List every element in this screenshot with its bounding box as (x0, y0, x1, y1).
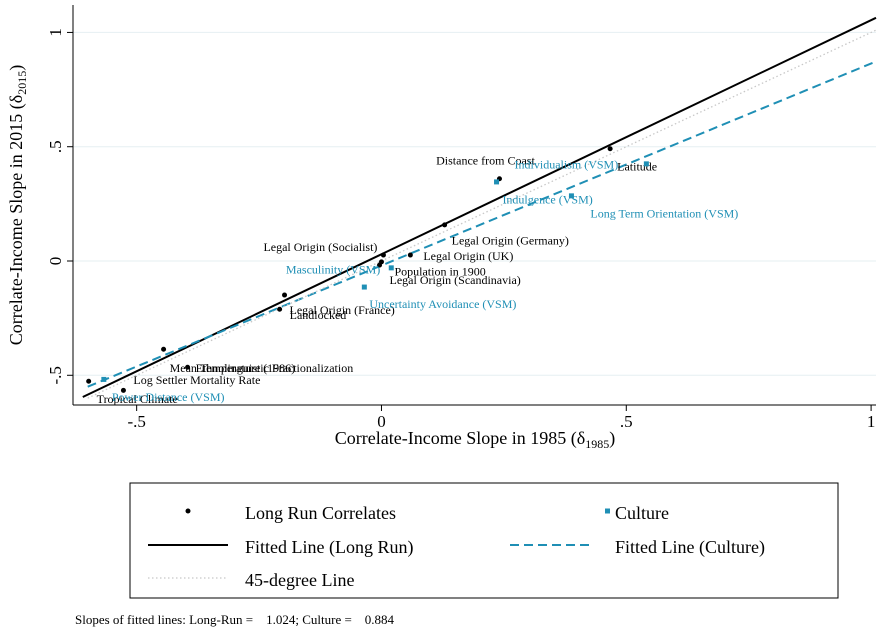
x-tick-label: 0 (377, 412, 386, 431)
legend-swatch (605, 508, 610, 514)
x-axis-title-end: ) (609, 428, 615, 449)
legend-label: Culture (615, 503, 669, 523)
point (380, 252, 386, 258)
x-tick-label: .5 (620, 412, 633, 431)
point-label: Masculinity (VSM) (286, 263, 380, 277)
point-label: Latitude (617, 160, 657, 174)
point (361, 284, 367, 290)
y-tick-label: .5 (46, 140, 65, 153)
fitted-line (87, 29, 877, 399)
point-label: Power Distance (VSM) (112, 390, 225, 404)
y-tick-label: 0 (46, 257, 65, 266)
point (377, 262, 383, 268)
point-label: Legal Origin (Socialist) (263, 240, 377, 254)
y-axis-title: Correlate-Income Slope in 2015 (δ2015) (6, 65, 29, 345)
legend-label: Fitted Line (Culture) (615, 537, 765, 558)
y-axis-title-end: ) (6, 65, 27, 71)
point-label: Tropical Climate (97, 392, 178, 406)
y-axis-title-sub: 2015 (15, 71, 29, 95)
point (86, 378, 92, 384)
point (407, 252, 413, 258)
y-tick-label: 1 (46, 28, 65, 37)
point (643, 161, 649, 167)
footnote: Slopes of fitted lines: Long-Run = 1.024… (75, 612, 395, 627)
x-axis-title: Correlate-Income Slope in 1985 (δ1985) (335, 428, 615, 451)
legend-swatch (185, 508, 191, 514)
point-label: Legal Origin (Scandinavia) (390, 273, 521, 287)
x-tick-label: 1 (867, 412, 876, 431)
point-label: Individualism (VSM) (515, 158, 619, 172)
point (607, 146, 613, 152)
point (442, 222, 448, 228)
point (388, 265, 394, 271)
point-label: Population in 1900 (394, 265, 485, 279)
point-label: Legal Origin (UK) (423, 249, 513, 263)
point-label: Ethnolinguistic Fractionalization (196, 361, 354, 375)
point-label: Long Term Orientation (VSM) (590, 207, 738, 221)
point-label: Legal Origin (France) (290, 303, 395, 317)
point-label: Mean Temperature (1986) (170, 361, 296, 375)
legend-box (129, 482, 839, 599)
point (185, 364, 191, 370)
fitted-line (87, 60, 877, 388)
y-tick-label: -.5 (46, 366, 65, 384)
x-tick-label: -.5 (127, 412, 145, 431)
point-label: Legal Origin (Germany) (452, 234, 569, 248)
point-label: Uncertainty Avoidance (VSM) (369, 297, 516, 311)
point (101, 376, 107, 382)
point-label: Indulgence (VSM) (502, 193, 592, 207)
x-axis-title-sub: 1985 (585, 437, 609, 451)
point (277, 306, 283, 312)
point (120, 387, 126, 393)
legend-label: Long Run Correlates (245, 503, 396, 523)
fitted-line (82, 16, 877, 398)
point (568, 193, 574, 199)
x-axis-title-main: Correlate-Income Slope in 1985 (δ (335, 428, 585, 449)
point-label: Distance from Coast (436, 153, 535, 167)
point (494, 179, 500, 185)
point (161, 346, 167, 352)
legend-label: Fitted Line (Long Run) (245, 537, 413, 558)
legend-label: 45-degree Line (245, 570, 354, 590)
y-axis-title-main: Correlate-Income Slope in 2015 (δ (6, 95, 27, 345)
point-label: Landlocked (290, 308, 347, 322)
point (282, 292, 288, 298)
point-label: Log Settler Mortality Rate (133, 373, 260, 387)
